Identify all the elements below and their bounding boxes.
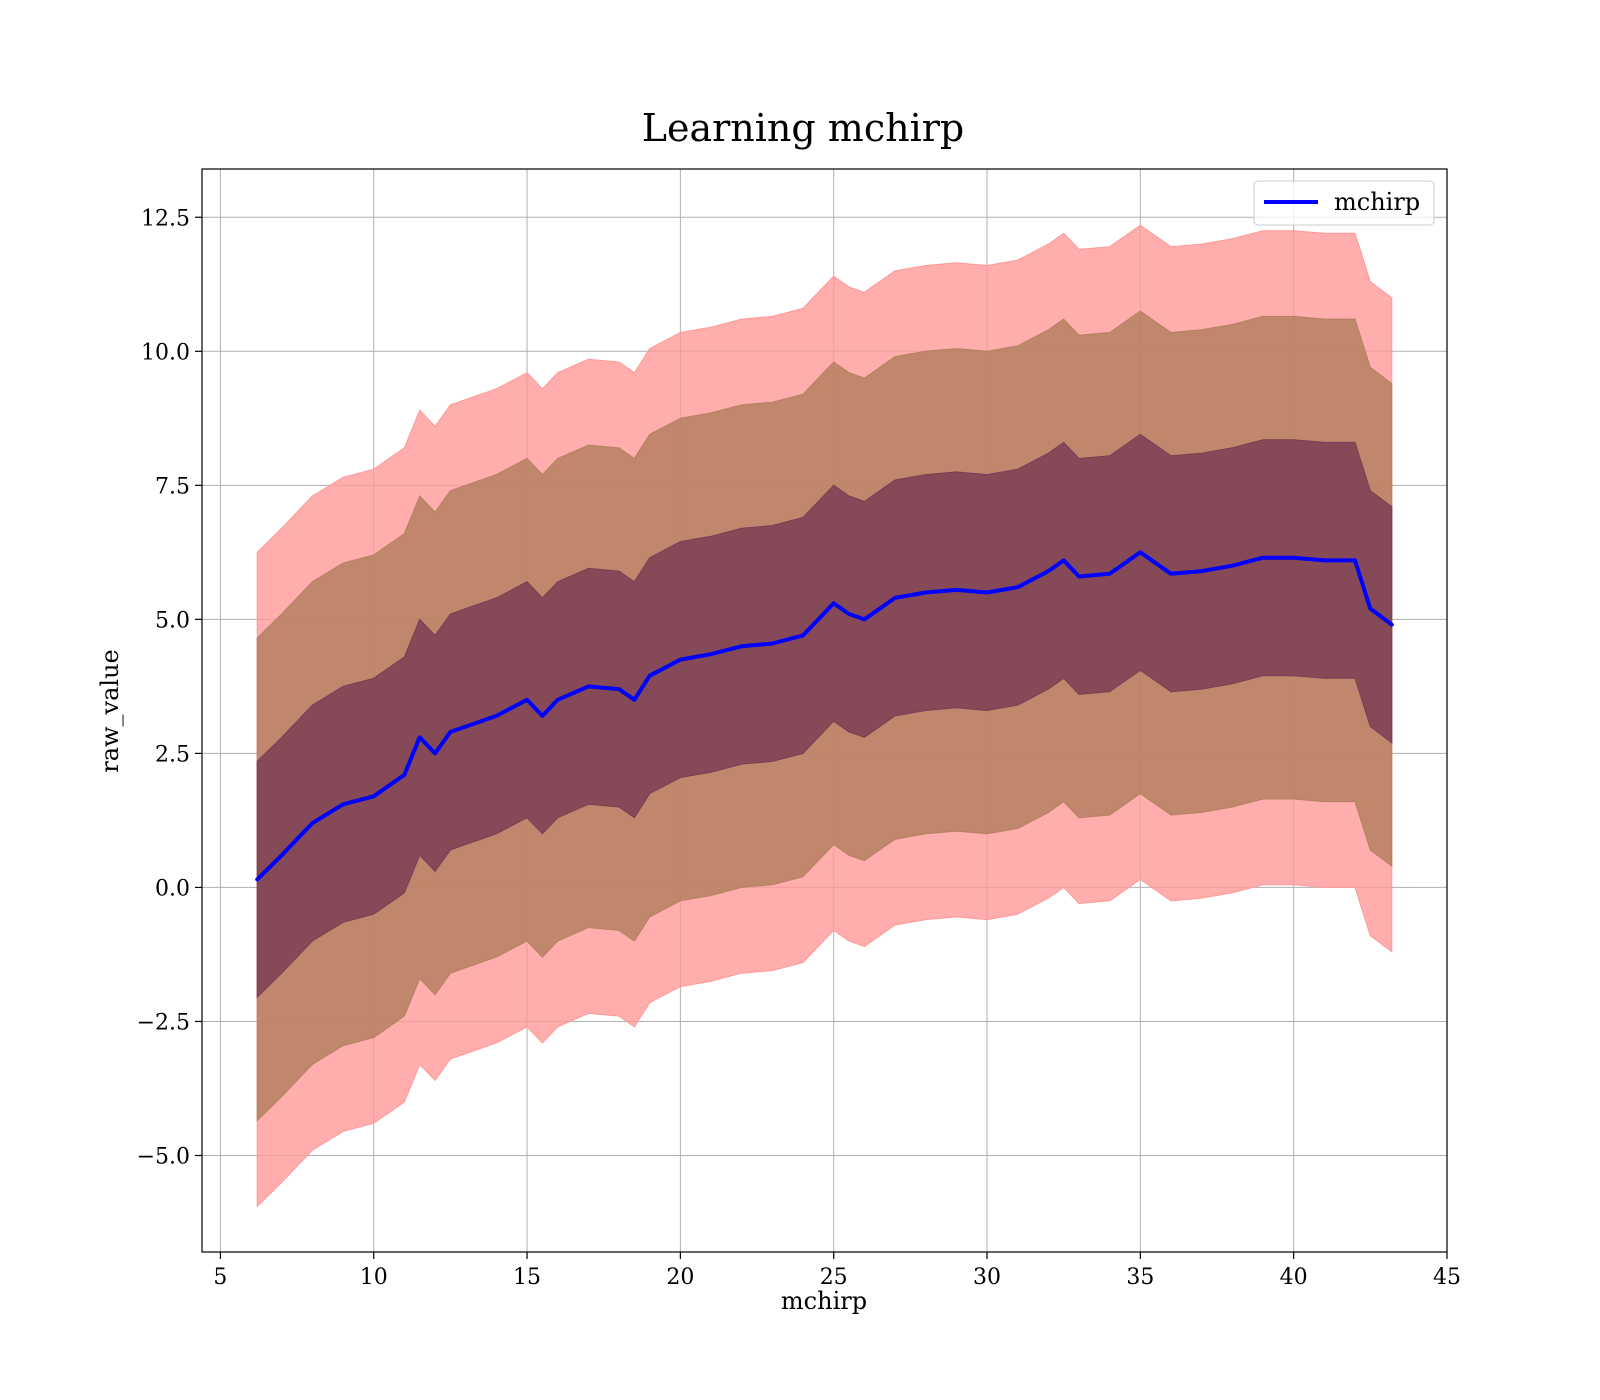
y-tick-label: 0.0 (155, 876, 190, 901)
x-tick-label: 40 (1280, 1265, 1308, 1290)
legend-box (1253, 180, 1435, 226)
x-tick-label: 15 (513, 1265, 541, 1290)
plot-frame (201, 168, 1448, 1253)
chart-title: Learning mchirp (642, 106, 964, 150)
x-tick-label: 25 (820, 1265, 848, 1290)
x-tick-label: 5 (213, 1265, 227, 1290)
x-tick-label: 20 (666, 1265, 694, 1290)
x-tick-label: 45 (1433, 1265, 1461, 1290)
y-tick-label: 5.0 (155, 608, 190, 633)
y-tick-label: 10.0 (141, 340, 190, 365)
x-axis-label: mchirp (781, 1287, 867, 1315)
x-tick-label: 10 (360, 1265, 388, 1290)
y-tick-label: −2.5 (137, 1010, 190, 1035)
y-tick-label: 12.5 (141, 206, 190, 231)
y-tick-label: 7.5 (155, 474, 190, 499)
y-tick-label: 2.5 (155, 742, 190, 767)
y-tick-label: −5.0 (137, 1144, 190, 1169)
x-tick-label: 30 (973, 1265, 1001, 1290)
line-layer (255, 550, 1394, 882)
legend-label: mchirp (1334, 188, 1420, 216)
series-line-mchirp (255, 550, 1394, 882)
y-axis-label: raw_value (96, 649, 124, 773)
legend: mchirp (1253, 180, 1435, 226)
x-tick-label: 35 (1126, 1265, 1154, 1290)
tick-layer: 5 10 15 20 25 30 35 40 45 −5.0 −2.5 0.0 2.5 5.0 7.5 10.… (137, 206, 1461, 1290)
